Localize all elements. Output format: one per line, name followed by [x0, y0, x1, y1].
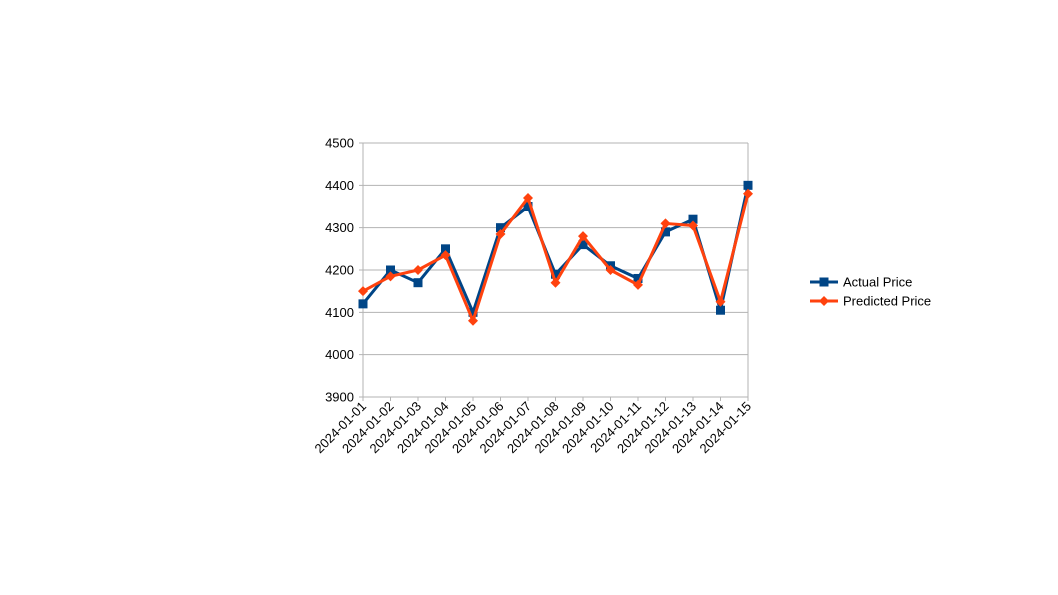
series-line [361, 185, 750, 314]
x-axis-tick-labels: 2024-01-012024-01-022024-01-032024-01-04… [311, 399, 754, 457]
legend-swatch-marker [819, 296, 829, 306]
data-point [605, 265, 616, 275]
y-tick-label: 4500 [325, 136, 354, 151]
data-point [743, 180, 753, 190]
y-tick-label: 3900 [325, 390, 354, 405]
y-tick-label: 4300 [325, 220, 354, 235]
data-point [715, 296, 726, 307]
data-point [688, 214, 698, 224]
series-layer [358, 180, 753, 326]
legend-label: Predicted Price [843, 294, 931, 309]
y-tick-label: 4200 [325, 263, 354, 278]
series-actual-price [358, 180, 753, 317]
y-tick-label: 4100 [325, 305, 354, 320]
y-axis-tick-labels: 3900 4000 4100 4200 4300 4400 4500 [325, 136, 354, 405]
data-point [523, 202, 533, 211]
data-point [743, 188, 753, 199]
data-point [413, 278, 423, 288]
data-point [633, 279, 643, 290]
data-point [578, 240, 588, 250]
legend-swatch-marker [819, 277, 829, 287]
legend-item: Actual Price [810, 275, 912, 290]
series-line [362, 193, 750, 323]
data-point [495, 229, 506, 240]
data-point [440, 250, 451, 261]
data-point [716, 305, 725, 315]
data-point [386, 265, 395, 275]
data-point [660, 218, 671, 229]
data-point [385, 271, 396, 282]
data-point [523, 193, 533, 204]
legend-label: Actual Price [843, 275, 912, 290]
gridlines [359, 142, 748, 398]
axes [362, 143, 749, 401]
data-point [688, 220, 698, 231]
data-point [551, 269, 560, 279]
data-point [661, 227, 670, 237]
data-point [578, 231, 588, 242]
legend: Actual Price Predicted Price [810, 275, 931, 309]
data-point [550, 277, 561, 288]
y-tick-label: 4400 [325, 178, 354, 193]
data-point [468, 307, 478, 317]
data-point [633, 273, 643, 283]
data-point [468, 315, 478, 326]
data-point [413, 265, 423, 275]
y-tick-label: 4000 [325, 347, 354, 362]
series-predicted-price [358, 188, 753, 326]
data-point [441, 244, 450, 254]
legend-item: Predicted Price [810, 294, 931, 309]
data-point [358, 286, 368, 297]
data-point [358, 299, 368, 309]
data-point [496, 223, 505, 233]
